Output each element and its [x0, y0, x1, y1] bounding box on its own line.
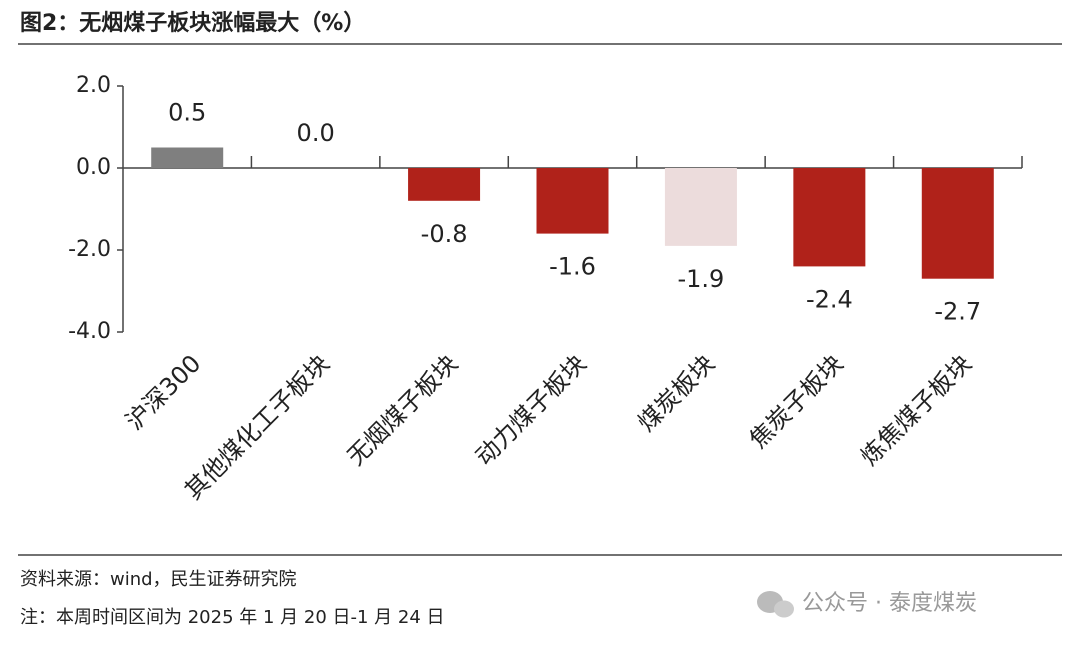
value-label: 0.5: [168, 99, 206, 127]
x-tick-label: 煤炭板块: [632, 349, 720, 437]
bar: [408, 168, 481, 201]
watermark: 公众号 · 泰度煤炭: [802, 591, 977, 616]
source: 资料来源：wind，民生证券研究院: [20, 569, 297, 590]
value-label: -2.4: [806, 285, 853, 313]
y-tick-label: 0.0: [76, 155, 111, 180]
x-tick-label: 无烟煤子板块: [342, 349, 464, 471]
value-label: -1.9: [678, 265, 725, 293]
bar: [921, 168, 994, 279]
bar: [793, 168, 866, 267]
y-tick-label: -2.0: [68, 237, 111, 262]
y-tick-label: 2.0: [76, 73, 111, 98]
y-tick-label: -4.0: [68, 319, 111, 344]
bar: [536, 168, 609, 234]
x-tick-label: 动力煤子板块: [470, 349, 592, 471]
x-tick-label: 沪深300: [120, 349, 206, 435]
value-label: -1.6: [549, 253, 596, 281]
chart-title: 图2：无烟煤子板块涨幅最大（%）: [20, 10, 365, 36]
bar: [151, 147, 224, 168]
value-label: -2.7: [934, 298, 981, 326]
x-tick-label: 炼焦煤子板块: [855, 349, 977, 471]
watermark-icon: [757, 591, 794, 618]
x-tick-label: 焦炭子板块: [744, 349, 849, 454]
note: 注：本周时间区间为 2025 年 1 月 20 日-1 月 24 日: [20, 607, 445, 628]
value-label: 0.0: [297, 119, 335, 147]
value-label: -0.8: [421, 220, 468, 248]
bar: [664, 168, 737, 246]
